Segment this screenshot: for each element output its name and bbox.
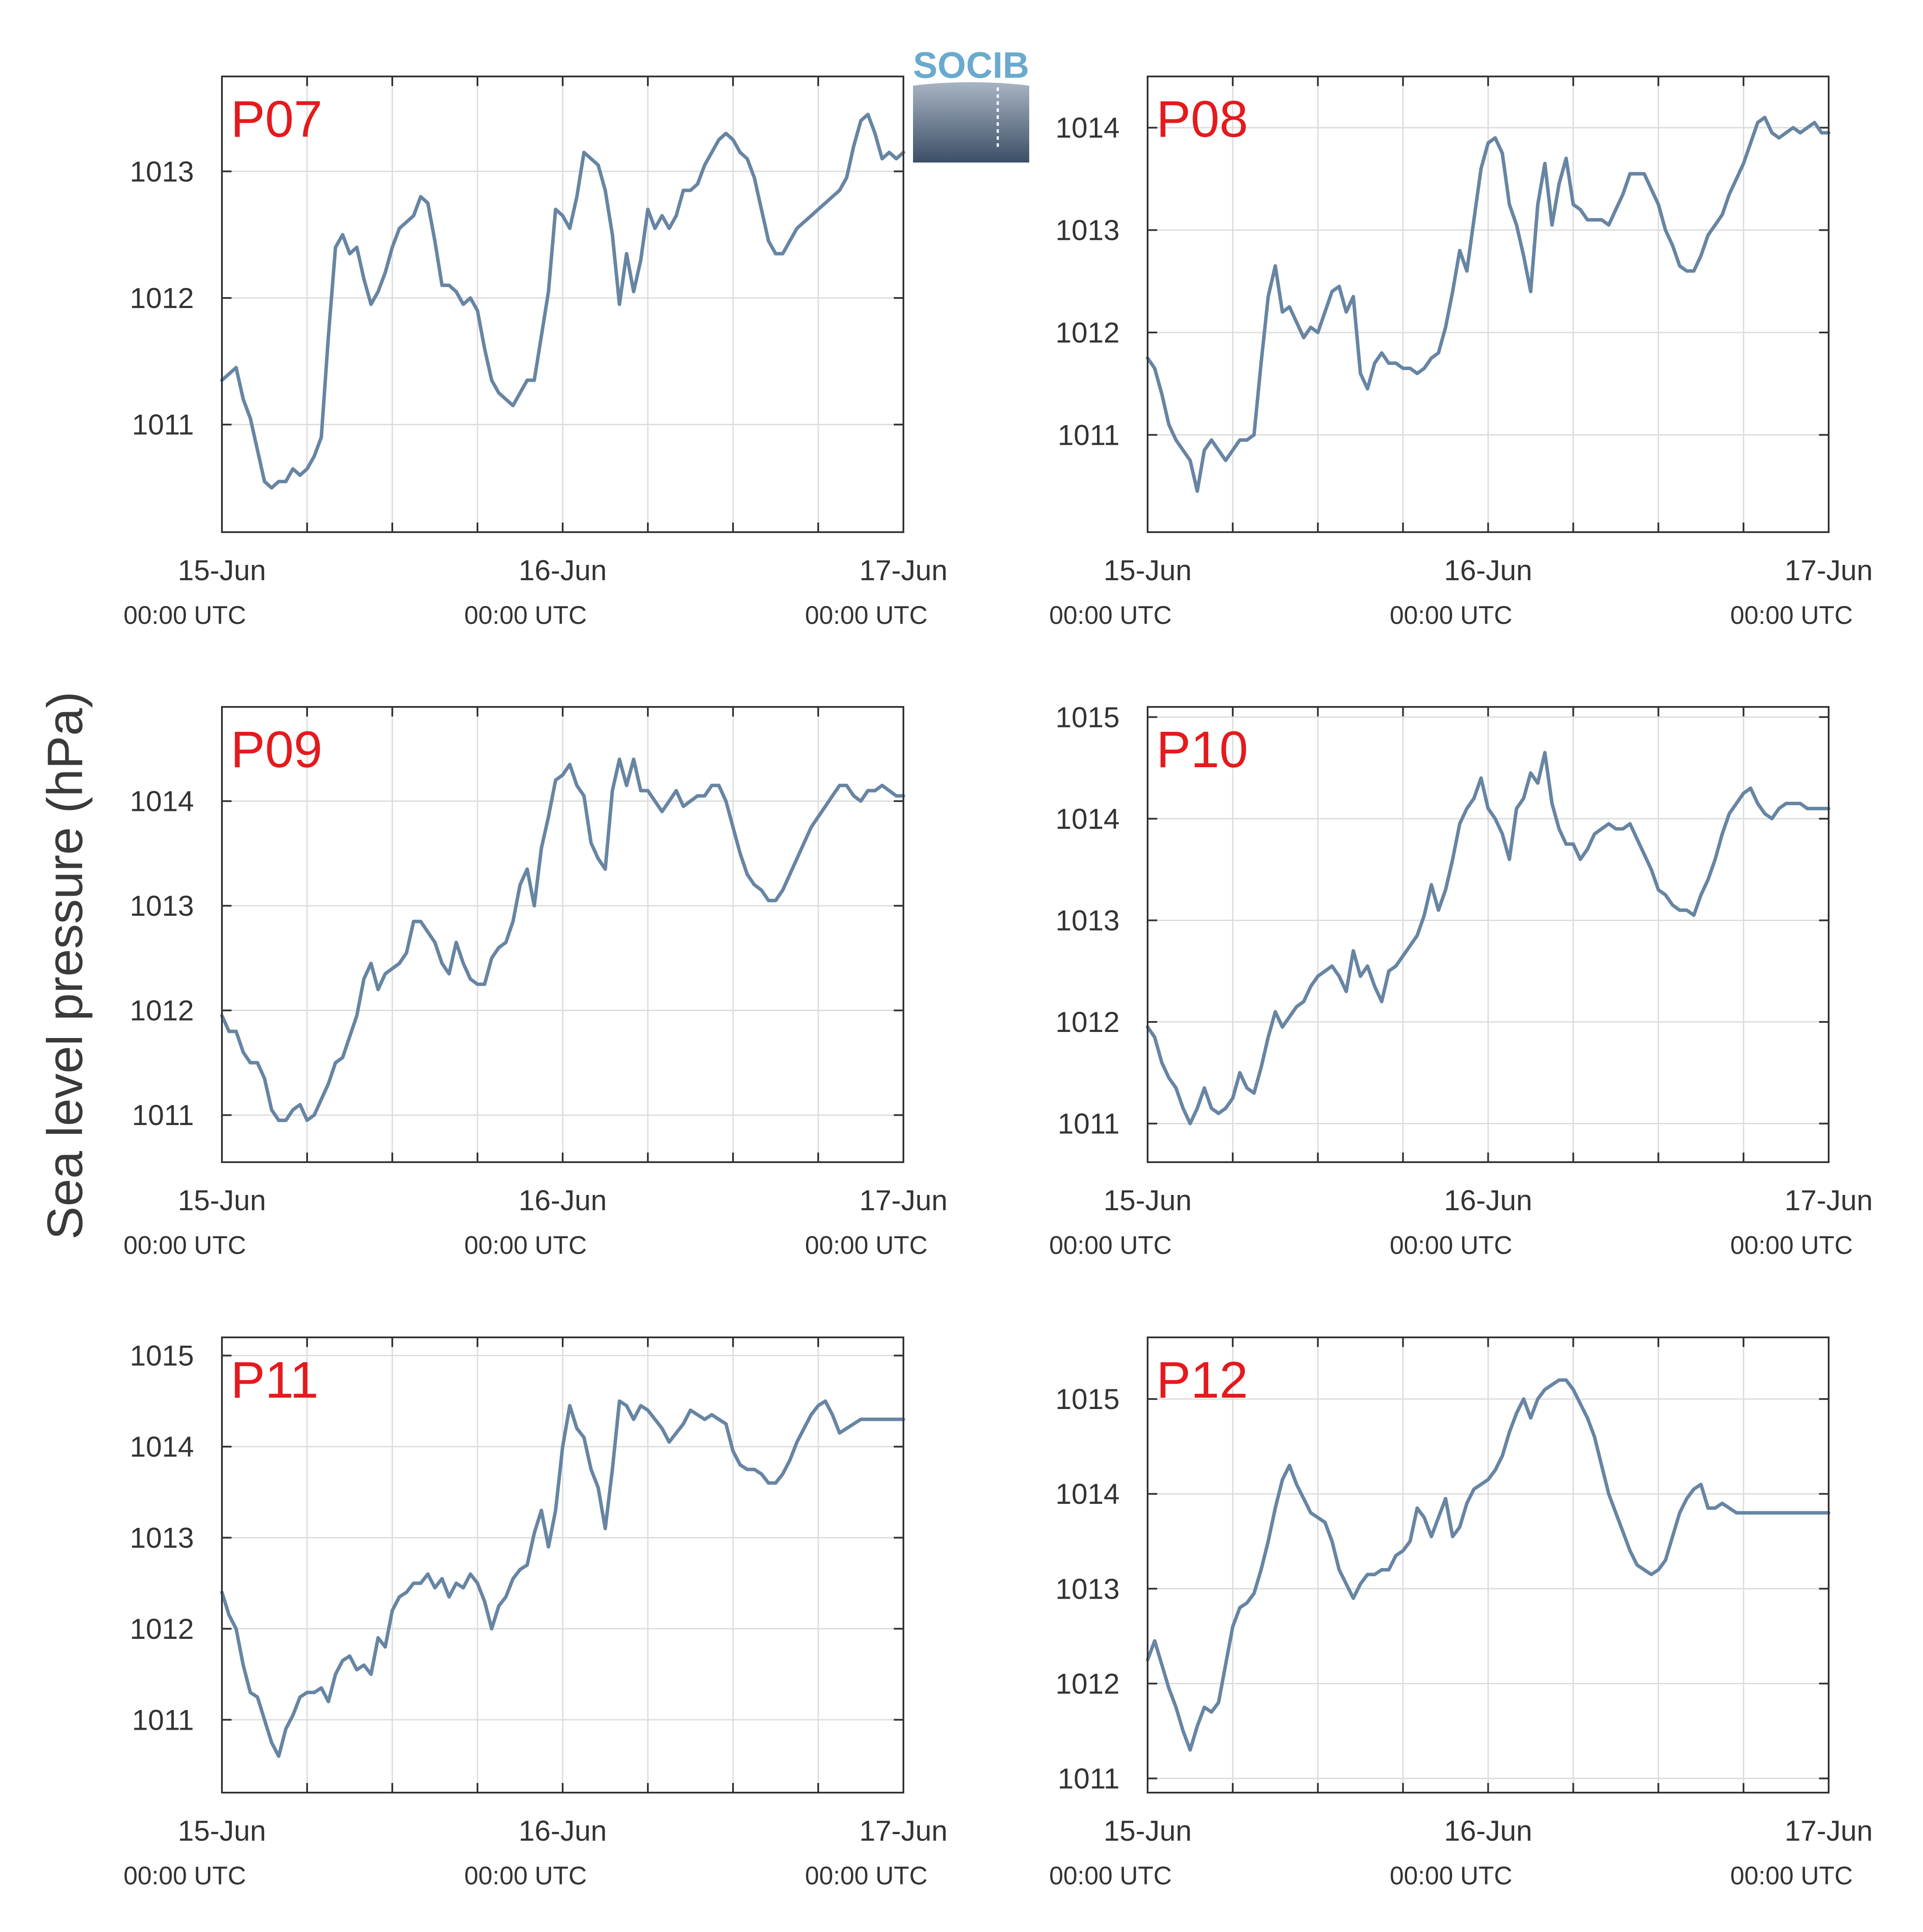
y-tick-label: 1013 [130,890,194,922]
x-tick-label-date: 17-Jun [1785,1184,1873,1216]
y-tick-label: 1014 [1055,803,1120,835]
x-tick-label-time: 00:00 UTC [464,1231,587,1260]
x-tick-label-time: 00:00 UTC [1049,601,1172,630]
y-tick-label: 1013 [1055,1572,1120,1605]
x-tick-label-time: 00:00 UTC [124,1862,246,1890]
data-line-p09 [220,757,905,1122]
y-tick-label: 1011 [132,409,194,441]
y-tick-label: 1013 [1055,904,1120,936]
panel-label: P10 [1156,721,1248,779]
y-tick-label: 1011 [132,1703,194,1736]
chart-panel-p09: 1011 1012 1013 1014 P09 15-Jun 00:00 UTC 16-Jun… [124,706,948,1260]
y-tick-label: 1012 [1055,1667,1120,1700]
x-tick-label-time: 00:00 UTC [1049,1231,1172,1260]
panel-label: P12 [1156,1351,1248,1409]
x-tick-label-time: 00:00 UTC [1730,1231,1853,1260]
y-tick-label: 1013 [1055,214,1120,246]
chart-panel-p12: 1011 1012 1013 1014 1015 P12 15-Jun 00:00 UTC 16… [1049,1336,1873,1890]
x-tick-label-date: 15-Jun [178,1814,266,1847]
x-tick-label-time: 00:00 UTC [124,1231,246,1260]
x-tick-label-time: 00:00 UTC [124,601,246,630]
socib-logo-text: SOCIB [913,45,1029,86]
x-tick-label-date: 17-Jun [859,1814,948,1847]
plot-frame [221,1336,904,1794]
chart-panel-p07: 1011 1012 1013 P07 15-Jun 00:00 UTC 16-Jun 00:0… [124,76,948,630]
x-tick-label-date: 16-Jun [519,1814,607,1847]
y-tick-label: 1014 [130,785,194,817]
data-line-p10 [1146,751,1830,1125]
x-tick-label-date: 17-Jun [1785,554,1873,586]
x-tick-label-time: 00:00 UTC [1049,1862,1172,1890]
y-tick-label: 1012 [1055,316,1120,349]
y-tick-label: 1011 [132,1099,194,1131]
x-tick-label-time: 00:00 UTC [1390,601,1512,630]
x-tick-label-date: 16-Jun [519,554,607,586]
data-line-p08 [1146,115,1830,493]
plot-frame [1147,76,1830,533]
x-tick-label-date: 16-Jun [1444,1184,1532,1216]
x-tick-label-time: 00:00 UTC [1730,1862,1853,1890]
plot-frame [221,706,904,1163]
x-tick-label-date: 15-Jun [1103,1814,1192,1847]
y-tick-label: 1011 [1058,1762,1120,1794]
chart-panel-p10: 1011 1012 1013 1014 1015 P10 15-Jun 00:00 UTC 16… [1049,701,1873,1260]
data-line-p12 [1146,1378,1830,1752]
socib-logo-wave [913,82,1029,163]
plot-frame [1147,706,1830,1163]
y-tick-label: 1013 [130,1521,194,1554]
y-tick-label: 1011 [1058,419,1120,451]
x-tick-label-date: 15-Jun [1103,1184,1192,1216]
y-tick-label: 1014 [1055,111,1120,144]
y-tick-label: 1011 [1058,1108,1120,1140]
y-tick-label: 1015 [1055,701,1120,733]
y-tick-label: 1015 [1055,1383,1120,1415]
x-tick-label-time: 00:00 UTC [1390,1231,1512,1260]
panel-label: P11 [231,1351,318,1409]
x-tick-label-date: 17-Jun [859,554,948,586]
data-line-p11 [220,1399,905,1758]
y-tick-label: 1014 [1055,1478,1120,1510]
x-tick-label-date: 15-Jun [178,554,266,586]
x-tick-label-time: 00:00 UTC [464,1862,587,1890]
x-tick-label-time: 00:00 UTC [1730,601,1853,630]
y-tick-label: 1014 [130,1430,194,1463]
y-tick-label: 1013 [130,155,194,187]
y-tick-label: 1012 [130,282,194,314]
socib-logo: SOCIB [913,45,1029,163]
x-tick-label-date: 16-Jun [519,1184,607,1216]
x-tick-label-date: 17-Jun [1785,1814,1873,1847]
y-tick-label: 1015 [130,1340,194,1372]
chart-panel-p11: 1011 1012 1013 1014 1015 P11 15-Jun 00:00 UTC 16… [124,1336,948,1890]
y-axis-label: Sea level pressure (hPa) [38,692,93,1240]
plot-frame [1147,1336,1830,1794]
x-tick-label-time: 00:00 UTC [805,1862,927,1890]
data-line-p07 [220,112,905,490]
panel-label: P09 [231,721,322,779]
x-tick-label-time: 00:00 UTC [464,601,587,630]
panel-label: P07 [231,90,322,148]
x-tick-label-date: 16-Jun [1444,1814,1532,1847]
x-tick-label-date: 17-Jun [859,1184,948,1216]
x-tick-label-time: 00:00 UTC [805,1231,927,1260]
y-tick-label: 1012 [130,1613,194,1645]
x-tick-label-time: 00:00 UTC [805,601,927,630]
y-tick-label: 1012 [130,994,194,1027]
plot-frame [221,76,904,533]
y-tick-label: 1012 [1055,1006,1120,1038]
chart-panel-p08: 1011 1012 1013 1014 P08 15-Jun 00:00 UTC 16-Jun… [1049,76,1873,630]
panel-label: P08 [1156,90,1248,148]
x-tick-label-date: 16-Jun [1444,554,1532,586]
x-tick-label-time: 00:00 UTC [1390,1862,1512,1890]
x-tick-label-date: 15-Jun [1103,554,1192,586]
x-tick-label-date: 15-Jun [178,1184,266,1216]
